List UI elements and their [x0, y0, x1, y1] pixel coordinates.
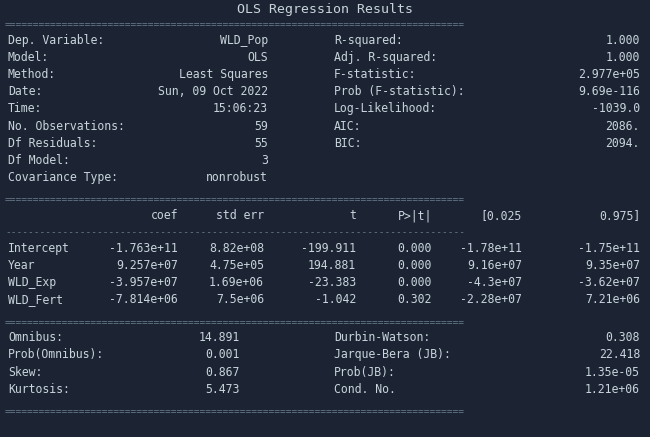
- Text: [0.025: [0.025: [481, 209, 522, 222]
- Text: 2.977e+05: 2.977e+05: [578, 68, 640, 81]
- Text: Cond. No.: Cond. No.: [334, 383, 396, 396]
- Text: 1.000: 1.000: [606, 51, 640, 64]
- Text: BIC:: BIC:: [334, 137, 361, 150]
- Text: -3.957e+07: -3.957e+07: [109, 276, 178, 289]
- Text: Omnibus:: Omnibus:: [8, 331, 63, 344]
- Text: WLD_Exp: WLD_Exp: [8, 276, 56, 289]
- Text: -3.62e+07: -3.62e+07: [578, 276, 640, 289]
- Text: -1.763e+11: -1.763e+11: [109, 242, 178, 255]
- Text: -199.911: -199.911: [301, 242, 356, 255]
- Text: Adj. R-squared:: Adj. R-squared:: [334, 51, 437, 64]
- Text: No. Observations:: No. Observations:: [8, 120, 125, 132]
- Text: F-statistic:: F-statistic:: [334, 68, 417, 81]
- Text: -1.042: -1.042: [315, 293, 356, 306]
- Text: 0.000: 0.000: [398, 242, 432, 255]
- Text: -23.383: -23.383: [308, 276, 356, 289]
- Text: Model:: Model:: [8, 51, 49, 64]
- Text: Sun, 09 Oct 2022: Sun, 09 Oct 2022: [158, 85, 268, 98]
- Text: 2086.: 2086.: [606, 120, 640, 132]
- Text: Year: Year: [8, 259, 36, 272]
- Text: coef: coef: [151, 209, 178, 222]
- Text: 7.21e+06: 7.21e+06: [585, 293, 640, 306]
- Text: 5.473: 5.473: [205, 383, 240, 396]
- Text: 0.867: 0.867: [205, 366, 240, 378]
- Text: 15:06:23: 15:06:23: [213, 102, 268, 115]
- Text: -1.78e+11: -1.78e+11: [460, 242, 522, 255]
- Text: 0.000: 0.000: [398, 276, 432, 289]
- Text: -7.814e+06: -7.814e+06: [109, 293, 178, 306]
- Text: Skew:: Skew:: [8, 366, 42, 378]
- Text: Covariance Type:: Covariance Type:: [8, 171, 118, 184]
- Text: 14.891: 14.891: [199, 331, 240, 344]
- Text: 1.000: 1.000: [606, 34, 640, 47]
- Text: ================================================================================: ========================================…: [5, 196, 465, 205]
- Text: Prob(JB):: Prob(JB):: [334, 366, 396, 378]
- Text: 1.35e-05: 1.35e-05: [585, 366, 640, 378]
- Text: t: t: [349, 209, 356, 222]
- Text: R-squared:: R-squared:: [334, 34, 403, 47]
- Text: 8.82e+08: 8.82e+08: [209, 242, 264, 255]
- Text: Df Residuals:: Df Residuals:: [8, 137, 97, 150]
- Text: WLD_Fert: WLD_Fert: [8, 293, 63, 306]
- Text: 7.5e+06: 7.5e+06: [216, 293, 264, 306]
- Text: 9.69e-116: 9.69e-116: [578, 85, 640, 98]
- Text: --------------------------------------------------------------------------------: ----------------------------------------…: [5, 228, 465, 237]
- Text: Time:: Time:: [8, 102, 42, 115]
- Text: Method:: Method:: [8, 68, 56, 81]
- Text: 9.257e+07: 9.257e+07: [116, 259, 178, 272]
- Text: 9.16e+07: 9.16e+07: [467, 259, 522, 272]
- Text: 0.302: 0.302: [398, 293, 432, 306]
- Text: Log-Likelihood:: Log-Likelihood:: [334, 102, 437, 115]
- Text: ================================================================================: ========================================…: [5, 318, 465, 327]
- Text: Least Squares: Least Squares: [179, 68, 268, 81]
- Text: OLS: OLS: [248, 51, 268, 64]
- Text: Kurtosis:: Kurtosis:: [8, 383, 70, 396]
- Text: Prob (F-statistic):: Prob (F-statistic):: [334, 85, 465, 98]
- Text: 55: 55: [254, 137, 268, 150]
- Text: 22.418: 22.418: [599, 348, 640, 361]
- Text: Intercept: Intercept: [8, 242, 70, 255]
- Text: ================================================================================: ========================================…: [5, 20, 465, 29]
- Text: -1.75e+11: -1.75e+11: [578, 242, 640, 255]
- Text: Jarque-Bera (JB):: Jarque-Bera (JB):: [334, 348, 451, 361]
- Text: 9.35e+07: 9.35e+07: [585, 259, 640, 272]
- Text: 0.308: 0.308: [606, 331, 640, 344]
- Text: P>|t|: P>|t|: [398, 209, 432, 222]
- Text: 3: 3: [261, 154, 268, 167]
- Text: 59: 59: [254, 120, 268, 132]
- Text: 1.69e+06: 1.69e+06: [209, 276, 264, 289]
- Text: -1039.0: -1039.0: [592, 102, 640, 115]
- Text: WLD_Pop: WLD_Pop: [220, 34, 268, 47]
- Text: 2094.: 2094.: [606, 137, 640, 150]
- Text: 4.75e+05: 4.75e+05: [209, 259, 264, 272]
- Text: Df Model:: Df Model:: [8, 154, 70, 167]
- Text: Dep. Variable:: Dep. Variable:: [8, 34, 104, 47]
- Text: -2.28e+07: -2.28e+07: [460, 293, 522, 306]
- Text: OLS Regression Results: OLS Regression Results: [237, 3, 413, 17]
- Text: 0.001: 0.001: [205, 348, 240, 361]
- Text: 0.975]: 0.975]: [599, 209, 640, 222]
- Text: std err: std err: [216, 209, 264, 222]
- Text: 1.21e+06: 1.21e+06: [585, 383, 640, 396]
- Text: 0.000: 0.000: [398, 259, 432, 272]
- Text: nonrobust: nonrobust: [206, 171, 268, 184]
- Text: AIC:: AIC:: [334, 120, 361, 132]
- Text: Date:: Date:: [8, 85, 42, 98]
- Text: Durbin-Watson:: Durbin-Watson:: [334, 331, 430, 344]
- Text: ================================================================================: ========================================…: [5, 407, 465, 416]
- Text: 194.881: 194.881: [308, 259, 356, 272]
- Text: -4.3e+07: -4.3e+07: [467, 276, 522, 289]
- Text: Prob(Omnibus):: Prob(Omnibus):: [8, 348, 104, 361]
